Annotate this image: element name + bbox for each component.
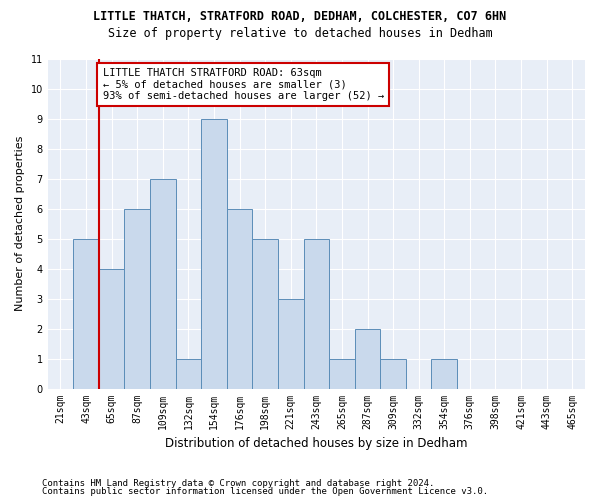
- Bar: [150, 179, 176, 388]
- Bar: [329, 358, 355, 388]
- Bar: [99, 268, 124, 388]
- Bar: [304, 239, 329, 388]
- Bar: [201, 119, 227, 388]
- Text: Size of property relative to detached houses in Dedham: Size of property relative to detached ho…: [107, 28, 493, 40]
- Text: Contains HM Land Registry data © Crown copyright and database right 2024.: Contains HM Land Registry data © Crown c…: [42, 478, 434, 488]
- X-axis label: Distribution of detached houses by size in Dedham: Distribution of detached houses by size …: [165, 437, 467, 450]
- Bar: [355, 328, 380, 388]
- Bar: [124, 209, 150, 388]
- Text: LITTLE THATCH STRATFORD ROAD: 63sqm
← 5% of detached houses are smaller (3)
93% : LITTLE THATCH STRATFORD ROAD: 63sqm ← 5%…: [103, 68, 384, 101]
- Bar: [431, 358, 457, 388]
- Bar: [253, 239, 278, 388]
- Bar: [227, 209, 253, 388]
- Bar: [176, 358, 201, 388]
- Y-axis label: Number of detached properties: Number of detached properties: [15, 136, 25, 312]
- Bar: [278, 298, 304, 388]
- Text: LITTLE THATCH, STRATFORD ROAD, DEDHAM, COLCHESTER, CO7 6HN: LITTLE THATCH, STRATFORD ROAD, DEDHAM, C…: [94, 10, 506, 23]
- Bar: [380, 358, 406, 388]
- Text: Contains public sector information licensed under the Open Government Licence v3: Contains public sector information licen…: [42, 487, 488, 496]
- Bar: [73, 239, 99, 388]
